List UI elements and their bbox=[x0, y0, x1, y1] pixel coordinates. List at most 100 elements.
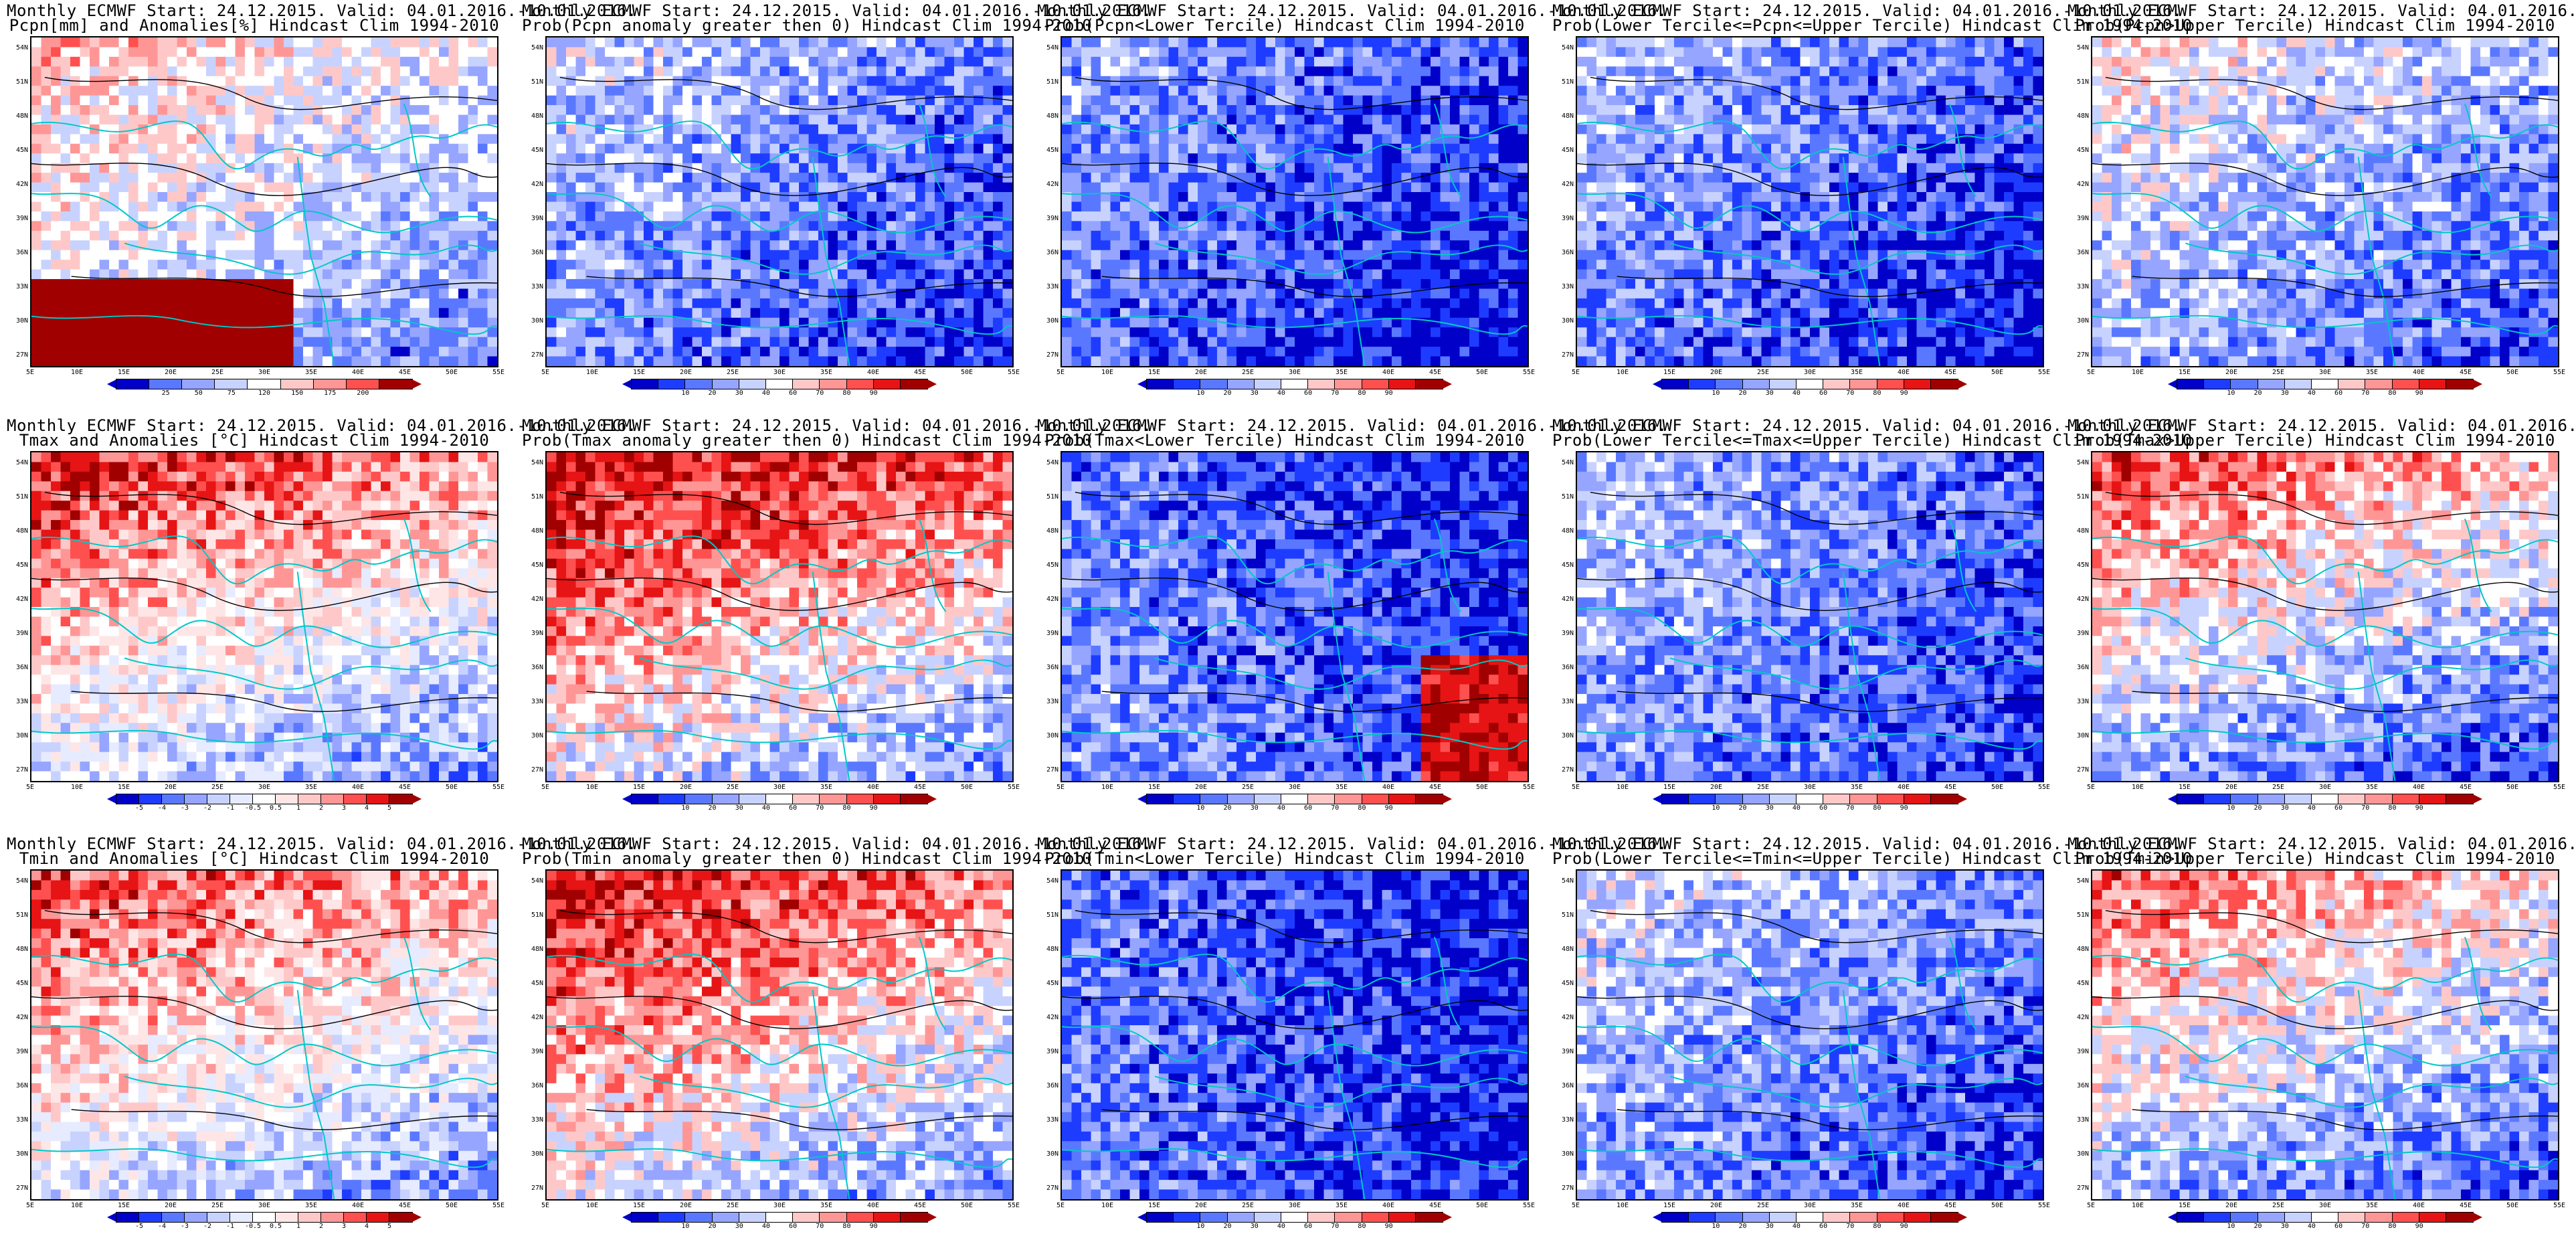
lon-label: 10E bbox=[586, 1203, 598, 1209]
lat-label: 33N bbox=[1555, 699, 1574, 705]
lat-label: 27N bbox=[1040, 767, 1059, 774]
colorbar-tick-label: -1 bbox=[226, 1223, 234, 1230]
colorbar-tick-label: 90 bbox=[1385, 1223, 1393, 1230]
lat-label: 45N bbox=[9, 147, 28, 154]
lon-label: 15E bbox=[118, 369, 130, 376]
lat-label: 54N bbox=[9, 45, 28, 52]
lon-label: 30E bbox=[1804, 784, 1816, 791]
lon-label: 10E bbox=[71, 369, 83, 376]
colorbar-tick-label: 60 bbox=[1304, 1223, 1312, 1230]
lat-label: 33N bbox=[1555, 284, 1574, 290]
colorbar-tick-label: -3 bbox=[181, 1223, 189, 1230]
lon-label: 10E bbox=[2132, 1203, 2144, 1209]
forecast-map bbox=[545, 869, 1014, 1201]
colorbar-tick-label: 40 bbox=[1277, 1223, 1285, 1230]
lat-label: 45N bbox=[525, 562, 543, 569]
lat-label: 39N bbox=[1040, 1049, 1059, 1055]
lon-label: 25E bbox=[727, 784, 739, 791]
lat-label: 39N bbox=[1555, 630, 1574, 637]
colorbar-tick-label: 90 bbox=[870, 390, 878, 397]
lon-label: 5E bbox=[1572, 1203, 1580, 1209]
lat-label: 42N bbox=[9, 1014, 28, 1021]
colorbar-tick-label: 30 bbox=[1766, 1223, 1774, 1230]
panel-subtitle: Prob(Tmax<Lower Tercile) Hindcast Clim 1… bbox=[1037, 431, 1532, 450]
lat-label: 39N bbox=[1555, 1049, 1574, 1055]
lat-label: 36N bbox=[9, 665, 28, 671]
colorbar-tick-label: 30 bbox=[1766, 805, 1774, 812]
lat-label: 33N bbox=[1040, 1117, 1059, 1124]
colorbar-tick-label: -3 bbox=[181, 805, 189, 812]
colorbar-tick-label: 60 bbox=[2334, 805, 2342, 812]
forecast-map bbox=[2091, 451, 2559, 782]
colorbar-tick-label: 90 bbox=[1900, 390, 1908, 397]
colorbar-tick-label: 10 bbox=[681, 390, 689, 397]
colorbar-tick-label: 30 bbox=[1251, 805, 1259, 812]
lat-label: 51N bbox=[1555, 79, 1574, 86]
lat-label: 39N bbox=[1040, 215, 1059, 222]
lon-label: 30E bbox=[1289, 1203, 1301, 1209]
lon-label: 55E bbox=[1008, 369, 1020, 376]
lon-label: 35E bbox=[1851, 369, 1863, 376]
lon-label: 45E bbox=[2460, 1203, 2472, 1209]
lat-label: 51N bbox=[1555, 912, 1574, 919]
lat-label: 42N bbox=[525, 1014, 543, 1021]
colorbar-tick-label: 10 bbox=[1712, 805, 1720, 812]
colorbar-tick-label: 0.5 bbox=[270, 1223, 282, 1230]
panel-subtitle: Prob(Lower Tercile<=Tmin<=Upper Tercile)… bbox=[1552, 849, 2047, 868]
map-panel: Monthly ECMWF Start: 24.12.2015. Valid: … bbox=[7, 834, 502, 1236]
colorbar-tick-label: 20 bbox=[2254, 805, 2262, 812]
colorbar-tick-label: 40 bbox=[1277, 390, 1285, 397]
colorbar bbox=[107, 1213, 422, 1222]
lon-label: 50E bbox=[1476, 369, 1488, 376]
lon-label: 50E bbox=[446, 784, 458, 791]
colorbar-tick-label: -1 bbox=[226, 805, 234, 812]
lat-label: 39N bbox=[525, 215, 543, 222]
colorbar-tick-label: 80 bbox=[2388, 1223, 2396, 1230]
map-panel: Monthly ECMWF Start: 24.12.2015. Valid: … bbox=[1552, 416, 2047, 818]
colorbar-tick-label: 30 bbox=[1251, 1223, 1259, 1230]
lat-label: 45N bbox=[1040, 147, 1059, 154]
forecast-map bbox=[1061, 869, 1529, 1201]
lat-label: 30N bbox=[1040, 318, 1059, 325]
colorbar-tick-label: 50 bbox=[195, 390, 203, 397]
lon-label: 5E bbox=[2087, 1203, 2095, 1209]
lat-label: 39N bbox=[1040, 630, 1059, 637]
lat-label: 30N bbox=[1040, 733, 1059, 739]
colorbar-tick-label: 20 bbox=[2254, 1223, 2262, 1230]
colorbar-tick-label: 40 bbox=[1792, 1223, 1801, 1230]
lon-label: 35E bbox=[820, 1203, 832, 1209]
colorbar-tick-label: 120 bbox=[258, 390, 270, 397]
lon-label: 10E bbox=[2132, 369, 2144, 376]
colorbar-tick-label: 80 bbox=[1358, 1223, 1366, 1230]
panel-subtitle: Prob(Pcpn>Upper Tercile) Hindcast Clim 1… bbox=[2067, 16, 2563, 35]
colorbar-tick-label: 25 bbox=[162, 390, 170, 397]
lat-label: 48N bbox=[9, 528, 28, 535]
panel-subtitle: Prob(Lower Tercile<=Pcpn<=Upper Tercile)… bbox=[1552, 16, 2047, 35]
colorbar-tick-label: 70 bbox=[2361, 1223, 2369, 1230]
colorbar-tick-label: 20 bbox=[2254, 390, 2262, 397]
colorbar-tick-label: 1 bbox=[296, 805, 300, 812]
forecast-map bbox=[30, 36, 498, 367]
colorbar-tick-label: 5 bbox=[387, 1223, 391, 1230]
lat-label: 33N bbox=[1040, 284, 1059, 290]
colorbar-tick-label: 80 bbox=[1873, 390, 1881, 397]
colorbar bbox=[107, 379, 422, 389]
colorbar-tick-label: 20 bbox=[709, 390, 717, 397]
lon-label: 45E bbox=[914, 784, 926, 791]
colorbar-tick-label: 70 bbox=[816, 805, 824, 812]
lat-label: 27N bbox=[1040, 1185, 1059, 1192]
colorbar-tick-label: 10 bbox=[681, 1223, 689, 1230]
lon-label: 10E bbox=[71, 1203, 83, 1209]
lat-label: 45N bbox=[2070, 980, 2089, 987]
lat-label: 48N bbox=[1040, 528, 1059, 535]
colorbar-tick-label: 90 bbox=[1385, 390, 1393, 397]
colorbar-tick-label: 80 bbox=[1358, 805, 1366, 812]
lon-label: 30E bbox=[773, 369, 786, 376]
lon-label: 10E bbox=[1101, 1203, 1113, 1209]
lon-label: 25E bbox=[1757, 1203, 1769, 1209]
lon-label: 45E bbox=[1429, 369, 1441, 376]
lat-label: 51N bbox=[9, 494, 28, 501]
lat-label: 45N bbox=[1555, 562, 1574, 569]
lat-label: 30N bbox=[1040, 1151, 1059, 1158]
lat-label: 30N bbox=[525, 1151, 543, 1158]
